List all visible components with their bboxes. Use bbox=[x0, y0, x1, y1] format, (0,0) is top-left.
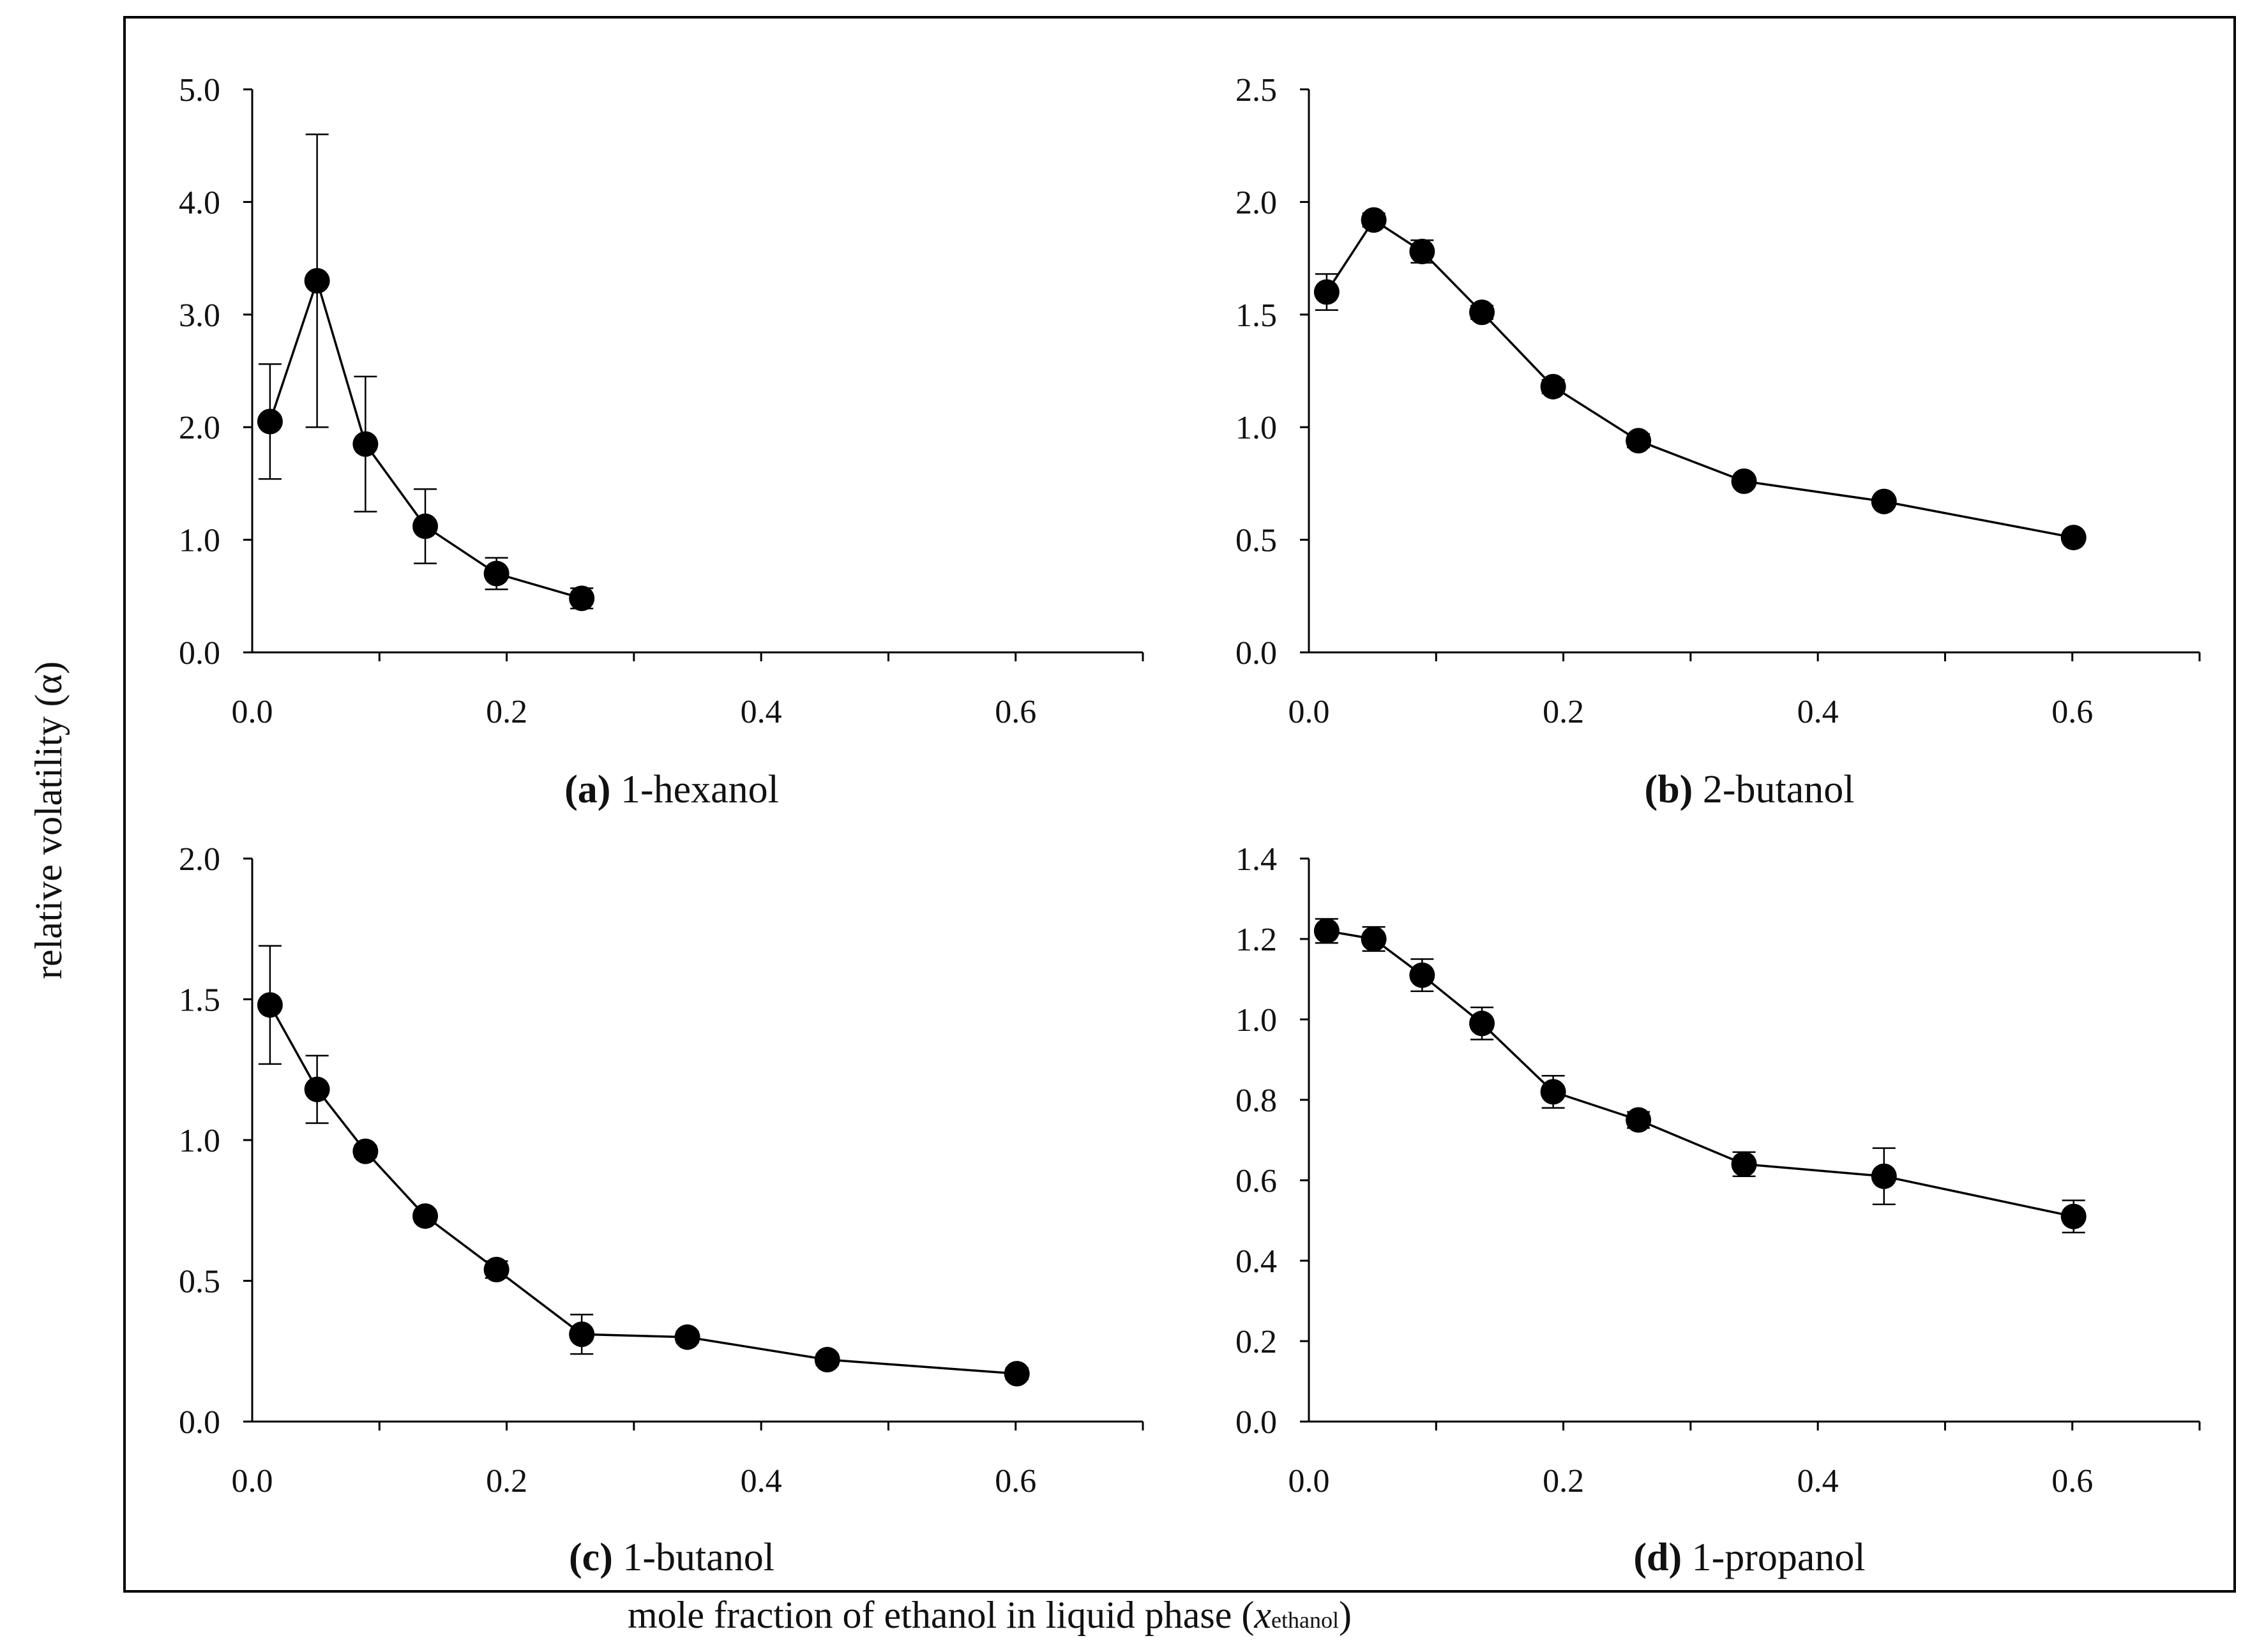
data-point bbox=[257, 409, 283, 435]
series-line bbox=[1325, 218, 2074, 539]
panel-b-2-butanol: 0.0 0.5 1.0 1.5 2.0 2.5 0.0 0.2 0.4 0.6 (b) 2-buta… bbox=[1235, 72, 2201, 811]
y-tick-label: 1.0 bbox=[1235, 410, 1277, 446]
x-tick-label: 0.2 bbox=[1543, 694, 1584, 730]
y-tick-label: 1.0 bbox=[179, 1123, 220, 1159]
y-tick-label: 0.0 bbox=[1235, 1404, 1277, 1441]
data-point bbox=[1313, 918, 1340, 944]
x-tick-label: 0.2 bbox=[486, 694, 527, 730]
data-point bbox=[1409, 239, 1435, 265]
x-tick-label: 0.4 bbox=[1797, 1463, 1839, 1499]
panel-d-1-propanol: 0.0 0.2 0.4 0.6 0.8 1.0 1.2 1.4 0.0 0.2 0.4 0.6 (d) … bbox=[1235, 841, 2201, 1579]
y-tick-label: 4.0 bbox=[179, 184, 220, 221]
y-tick-label: 1.4 bbox=[1235, 841, 1277, 878]
panel-caption: (b) 2-butanol bbox=[1645, 768, 1855, 811]
data-point bbox=[1626, 428, 1652, 454]
data-point bbox=[674, 1324, 700, 1350]
data-point bbox=[1409, 962, 1435, 988]
data-point bbox=[352, 431, 379, 457]
y-tick-label: 1.0 bbox=[1235, 1002, 1277, 1039]
y-tick-label: 1.5 bbox=[179, 982, 220, 1019]
panel-c-1-butanol: 0.0 0.5 1.0 1.5 2.0 0.0 0.2 0.4 0.6 (c) 1-butanol bbox=[179, 841, 1144, 1579]
data-point bbox=[352, 1138, 379, 1164]
data-point bbox=[1731, 468, 1757, 494]
data-point bbox=[304, 1076, 330, 1102]
y-tick-label: 1.2 bbox=[1235, 922, 1277, 958]
y-tick-label: 0.0 bbox=[1235, 635, 1277, 672]
y-tick-label: 0.6 bbox=[1235, 1163, 1277, 1199]
data-point bbox=[1540, 1079, 1566, 1105]
data-point bbox=[412, 513, 439, 539]
y-tick-label: 3.0 bbox=[179, 297, 220, 334]
y-tick-label: 2.0 bbox=[179, 410, 220, 446]
data-point bbox=[1871, 1163, 1897, 1189]
x-tick-label: 0.2 bbox=[486, 1463, 527, 1499]
data-point bbox=[1731, 1151, 1757, 1177]
x-axis-title: mole fraction of ethanol in liquid phase… bbox=[628, 1594, 1352, 1636]
data-point bbox=[1469, 299, 1495, 326]
y-tick-label: 0.0 bbox=[179, 635, 220, 672]
y-tick-label: 0.5 bbox=[1235, 523, 1277, 559]
x-tick-label: 0.6 bbox=[995, 1463, 1036, 1499]
data-point bbox=[1361, 926, 1387, 952]
data-point bbox=[304, 267, 330, 294]
panel-caption: (d) 1-propanol bbox=[1633, 1536, 1865, 1579]
x-tick-label: 0.4 bbox=[741, 694, 782, 730]
x-tick-label: 0.0 bbox=[232, 694, 273, 730]
y-tick-label: 0.0 bbox=[179, 1404, 220, 1441]
data-point bbox=[257, 992, 283, 1018]
y-tick-label: 5.0 bbox=[179, 72, 220, 109]
x-tick-label: 0.6 bbox=[2051, 694, 2093, 730]
data-point bbox=[483, 560, 510, 587]
y-tick-label: 1.0 bbox=[179, 523, 220, 559]
data-point bbox=[1469, 1010, 1495, 1037]
x-tick-label: 0.0 bbox=[232, 1463, 273, 1499]
data-point bbox=[1004, 1361, 1030, 1387]
data-point bbox=[1540, 373, 1566, 400]
panel-caption: (a) 1-hexanol bbox=[564, 768, 779, 811]
data-point bbox=[2060, 525, 2087, 551]
data-point bbox=[2060, 1203, 2087, 1229]
data-point bbox=[1361, 207, 1387, 233]
y-tick-label: 0.4 bbox=[1235, 1243, 1277, 1280]
x-tick-label: 0.6 bbox=[2051, 1463, 2093, 1499]
panel-caption: (c) 1-butanol bbox=[569, 1536, 774, 1579]
y-tick-label: 2.5 bbox=[1235, 72, 1277, 109]
y-tick-label: 0.8 bbox=[1235, 1083, 1277, 1119]
data-point bbox=[483, 1256, 510, 1282]
data-point bbox=[1626, 1107, 1652, 1133]
y-tick-label: 2.0 bbox=[1235, 184, 1277, 221]
figure-frame bbox=[123, 16, 2236, 1593]
x-tick-label: 0.0 bbox=[1288, 1463, 1330, 1499]
x-tick-label: 0.4 bbox=[741, 1463, 782, 1499]
y-tick-label: 2.0 bbox=[179, 841, 220, 878]
y-tick-label: 1.5 bbox=[1235, 297, 1277, 334]
y-axis-title: relative volatility (α) bbox=[27, 661, 70, 979]
data-point bbox=[569, 585, 595, 612]
series-line bbox=[269, 1004, 1017, 1375]
panel-a-1-hexanol: 0.0 1.0 2.0 3.0 4.0 5.0 0.0 0.2 0.4 0.6 (a) 1-hexa… bbox=[179, 72, 1144, 811]
x-tick-label: 0.6 bbox=[995, 694, 1036, 730]
series-line bbox=[1326, 929, 2074, 1218]
x-tick-label: 0.2 bbox=[1543, 1463, 1584, 1499]
data-point bbox=[569, 1321, 595, 1348]
data-point bbox=[412, 1203, 439, 1229]
y-tick-label: 0.2 bbox=[1235, 1324, 1277, 1360]
data-point bbox=[1313, 279, 1340, 305]
series-line bbox=[269, 277, 582, 599]
y-tick-label: 0.5 bbox=[179, 1264, 220, 1300]
x-tick-label: 0.0 bbox=[1288, 694, 1330, 730]
data-point bbox=[814, 1346, 840, 1372]
x-tick-label: 0.4 bbox=[1797, 694, 1839, 730]
data-point bbox=[1871, 488, 1897, 514]
